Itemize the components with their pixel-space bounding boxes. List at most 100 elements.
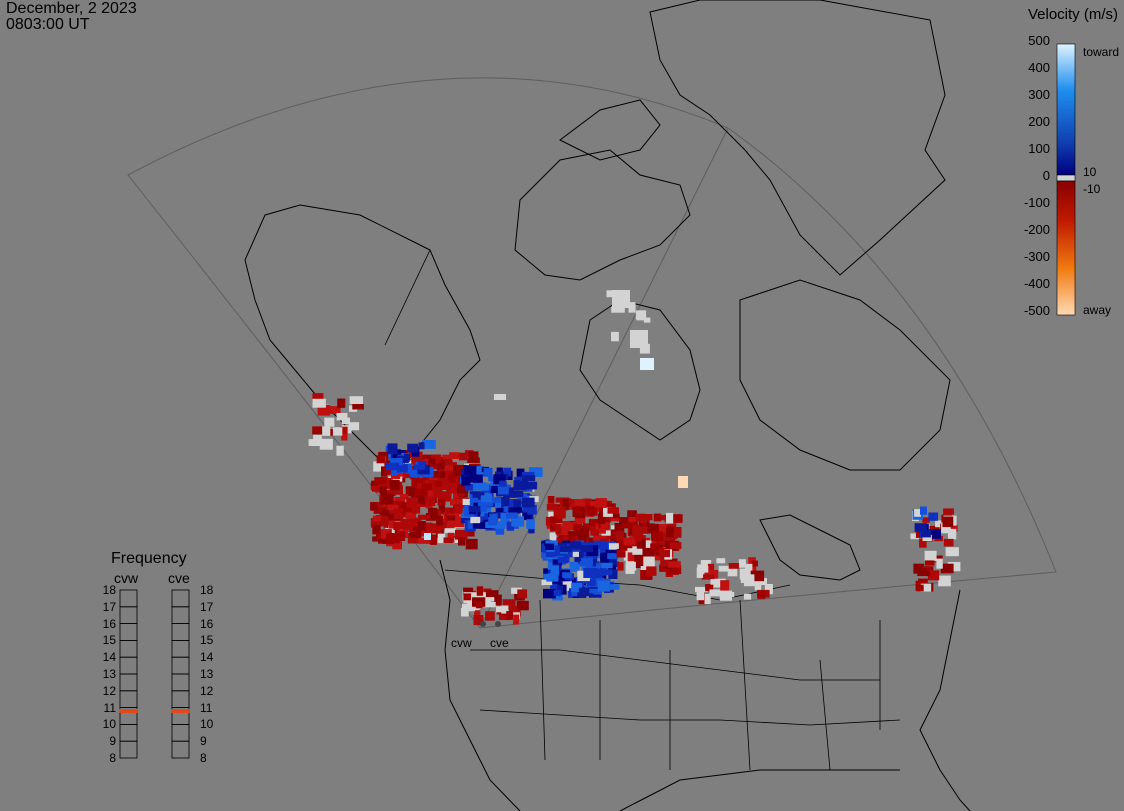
velocity-cell [642,540,652,548]
velocity-cell [709,589,723,597]
velocity-cell [571,583,583,593]
velocity-cell [947,562,961,572]
velocity-cell [928,525,940,532]
velocity-cell [444,465,457,471]
velocity-cell [389,479,400,491]
velocity-cell [394,449,402,455]
velocity-cell [750,570,765,582]
velocity-cell [448,472,456,483]
velocity-cell [634,533,642,542]
velocity-cell [527,481,538,490]
velocity-cell [317,404,331,416]
velocity-cell [470,516,481,524]
velocity-cell [388,476,403,482]
velocity-cell [511,516,525,527]
velocity-cell [615,530,624,541]
velocity-cell [370,502,378,511]
velocity-cell [455,531,468,538]
velocity-cell [924,550,937,562]
velocity-cell [437,482,452,490]
velocity-cell [397,464,408,473]
velocity-cell [574,527,585,536]
velocity-cell [643,556,655,567]
great-lakes [759,514,861,581]
velocity-cell [942,516,954,528]
colorbar-tick-400: 400 [1028,60,1050,75]
velocity-cell [426,513,439,521]
velocity-cell [493,512,507,519]
velocity-cell [558,528,567,535]
velocity-cell [394,497,405,504]
velocity-cell [610,529,618,539]
velocity-cell [382,490,396,497]
velocity-cell [582,523,591,531]
velocity-cell [462,498,470,505]
velocity-cell [411,456,423,465]
velocity-cell [597,580,610,592]
velocity-cell [548,556,555,567]
velocity-cell [424,454,434,461]
velocity-cell [407,443,419,453]
velocity-cell [567,531,580,537]
hudson-bay-coast [579,299,701,441]
velocity-cell [428,461,437,469]
velocity-cell [428,523,442,534]
velocity-cell [483,484,497,493]
velocity-cell [597,513,606,524]
velocity-cell [461,608,469,617]
velocity-cell [922,517,930,523]
velocity-cell [372,515,381,522]
velocity-cell [562,572,572,578]
radar-site-marker [480,621,486,627]
velocity-cell [713,578,726,588]
velocity-cell [341,417,350,425]
velocity-cell [379,515,388,527]
velocity-cell [604,533,612,539]
velocity-cell [312,398,326,408]
velocity-cell [611,331,619,342]
velocity-cell [607,507,619,514]
velocity-cell [488,476,496,482]
velocity-cell [449,482,460,492]
velocity-cell [577,534,587,544]
velocity-cell [337,398,346,408]
velocity-cell [328,406,341,414]
velocity-cell [743,581,756,587]
velocity-cell [607,561,619,567]
velocity-cell [494,503,502,509]
velocity-cell [480,495,490,503]
velocity-cell [471,465,484,475]
velocity-cell [553,506,566,518]
velocity-cell [599,542,608,552]
velocity-cell [574,503,582,515]
velocity-cell [441,507,450,515]
velocity-cell [433,470,446,478]
velocity-cell [522,475,536,482]
velocity-cell [546,551,557,558]
colorbar-title: Velocity (m/s) [1027,6,1118,23]
velocity-cell [757,590,766,599]
frequency-tick-label: 10 [102,717,116,732]
velocity-cell [608,569,618,579]
velocity-cell [319,438,333,450]
velocity-cell [559,545,572,553]
velocity-cell [699,565,709,573]
velocity-cell [475,602,483,609]
velocity-cell [917,584,924,592]
velocity-cell [458,537,466,546]
velocity-cell [463,505,474,517]
velocity-cell [430,489,439,498]
velocity-cell [927,570,940,581]
frequency-tick-label: 15 [200,633,214,648]
velocity-cell [580,545,594,552]
velocity-cell [499,611,512,621]
labrador-coast [739,279,951,471]
velocity-cell [392,454,400,461]
velocity-cell [496,606,504,613]
colorbar-tick-neg200: -200 [1023,222,1050,237]
alaska-canada-border [384,249,431,346]
velocity-cell [413,464,426,470]
colorbar-tick-neg300: -300 [1023,249,1050,264]
velocity-cell [764,584,773,595]
velocity-cell [339,426,348,435]
